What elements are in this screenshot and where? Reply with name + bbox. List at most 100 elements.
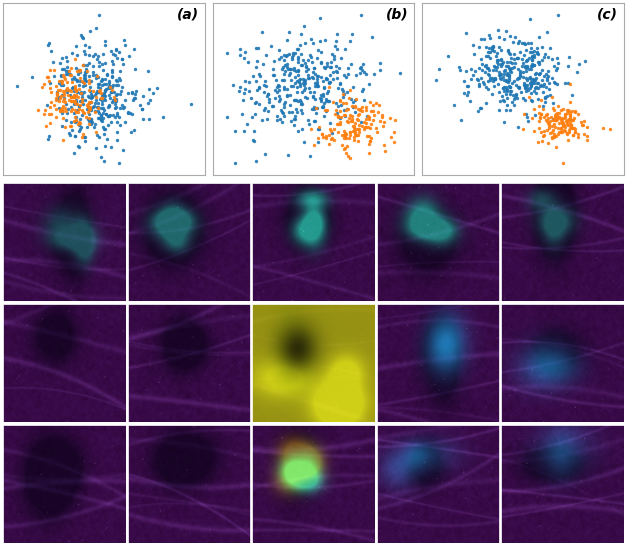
Point [551, 116, 561, 124]
Point [251, 77, 261, 86]
Point [365, 136, 375, 145]
Point [487, 90, 497, 98]
Point [77, 90, 87, 98]
Point [104, 77, 114, 86]
Point [553, 102, 563, 111]
Point [239, 88, 250, 97]
Point [90, 93, 100, 102]
Point [54, 77, 65, 86]
Point [368, 100, 378, 109]
Point [316, 91, 326, 100]
Point [519, 110, 529, 119]
Point [106, 143, 116, 151]
Point [364, 112, 374, 121]
Point [342, 88, 352, 97]
Point [276, 105, 286, 114]
Point [77, 94, 88, 103]
Point [526, 78, 536, 87]
Point [92, 131, 102, 140]
Point [338, 90, 348, 99]
Point [62, 78, 72, 87]
Point [91, 144, 101, 152]
Point [368, 106, 378, 115]
Point [90, 106, 100, 115]
Point [109, 88, 119, 97]
Point [127, 109, 137, 118]
Point [332, 111, 342, 120]
Point [569, 114, 579, 122]
Point [527, 114, 538, 122]
Point [80, 133, 90, 142]
Point [542, 73, 552, 82]
Point [380, 147, 390, 156]
Point [484, 66, 494, 74]
Point [300, 84, 310, 92]
Point [491, 66, 501, 74]
Point [520, 81, 530, 90]
Point [345, 86, 355, 95]
Point [69, 87, 79, 96]
Point [373, 108, 383, 117]
Point [351, 94, 361, 103]
Point [552, 63, 563, 72]
Point [356, 62, 366, 71]
Point [324, 79, 334, 87]
Point [349, 136, 359, 145]
Point [574, 60, 584, 68]
Point [496, 54, 506, 63]
Point [118, 59, 128, 68]
Point [551, 115, 561, 124]
Point [260, 76, 270, 85]
Point [91, 70, 101, 79]
Point [78, 108, 88, 116]
Point [529, 75, 539, 84]
Point [329, 52, 339, 61]
Point [271, 75, 281, 84]
Point [84, 58, 94, 67]
Point [300, 76, 310, 85]
Point [321, 132, 331, 140]
Point [345, 153, 355, 162]
Point [538, 87, 548, 96]
Point [99, 91, 109, 99]
Point [263, 90, 273, 98]
Point [319, 82, 330, 91]
Point [342, 105, 353, 114]
Point [527, 56, 537, 64]
Point [298, 124, 308, 133]
Point [86, 94, 97, 103]
Point [278, 75, 289, 84]
Point [335, 96, 346, 104]
Point [502, 70, 512, 79]
Point [103, 111, 113, 120]
Point [98, 109, 108, 117]
Point [99, 86, 109, 95]
Point [509, 55, 519, 63]
Point [333, 84, 344, 92]
Point [526, 75, 536, 84]
Point [535, 112, 545, 121]
Point [335, 120, 345, 128]
Point [289, 96, 299, 104]
Point [71, 98, 81, 107]
Point [318, 76, 328, 85]
Point [503, 46, 513, 55]
Point [292, 76, 302, 85]
Point [350, 129, 360, 138]
Point [293, 127, 303, 135]
Point [289, 66, 300, 75]
Point [321, 75, 332, 84]
Point [84, 85, 94, 94]
Point [534, 109, 544, 117]
Point [386, 133, 396, 141]
Point [345, 130, 355, 139]
Point [498, 84, 508, 92]
Point [276, 53, 286, 62]
Point [278, 62, 289, 71]
Point [63, 105, 74, 114]
Point [114, 73, 124, 82]
Point [235, 83, 245, 92]
Point [90, 49, 100, 58]
Point [328, 67, 339, 76]
Point [59, 94, 69, 103]
